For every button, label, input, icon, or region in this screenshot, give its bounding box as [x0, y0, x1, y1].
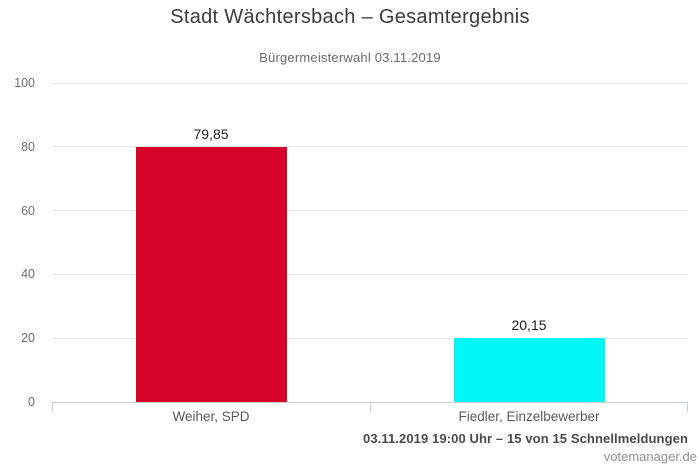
y-tick-label-80: 80: [21, 139, 35, 154]
y-tick-label-40: 40: [21, 267, 35, 282]
gridline-20: [52, 337, 688, 339]
y-tick-label-60: 60: [21, 203, 35, 218]
bar-value-label: 79,85: [193, 126, 229, 143]
y-tick-label-0: 0: [28, 395, 35, 409]
bar-Weiher, SPD: [136, 147, 287, 402]
x-axis-tick: [687, 402, 688, 412]
bar-value-label: 20,15: [511, 316, 547, 333]
y-tick-label-20: 20: [21, 331, 35, 346]
chart-subtitle: Bürgermeisterwahl 03.11.2019: [259, 50, 441, 65]
y-tick-label-100: 100: [14, 76, 35, 90]
votemanager-credit: votemanager.de: [603, 449, 697, 464]
x-axis-tick: [52, 402, 53, 412]
bar-Fiedler, Einzelbewerber: [454, 338, 605, 402]
gridline-80: [52, 146, 688, 148]
gridline-100: [52, 82, 688, 84]
gridline-40: [52, 273, 688, 275]
gridline-60: [52, 210, 688, 212]
plot-area: 79,85 20,15: [52, 82, 688, 412]
chart-title: Stadt Wächtersbach – Gesamtergebnis: [170, 6, 530, 28]
x-axis-tick: [370, 402, 371, 412]
category-label: Weiher, SPD: [172, 409, 250, 424]
report-status-line: 03.11.2019 19:00 Uhr – 15 von 15 Schnell…: [363, 431, 688, 446]
category-label: Fiedler, Einzelbewerber: [458, 409, 600, 424]
